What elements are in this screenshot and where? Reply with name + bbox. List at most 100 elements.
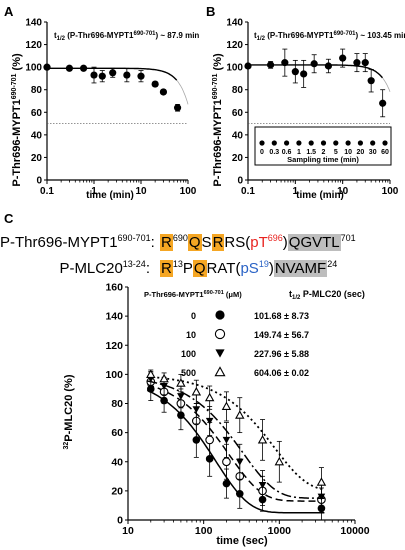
panel-b-x-tick-label: 1 <box>293 186 299 197</box>
inset-dot <box>345 140 351 146</box>
inset-label: 2 <box>322 149 326 156</box>
legend-header-thalf: t1/2 P-MLC20 (sec) <box>289 289 365 301</box>
panel-c-data-point-100 <box>222 436 231 444</box>
sequence-label-mypt1: P-Thr696-MYPT1690-701: <box>0 233 155 251</box>
panel-a-x-tick-label: 1 <box>91 186 97 197</box>
panel-b-xlabel: time (min) <box>296 190 344 201</box>
legend-marker-100 <box>215 349 225 358</box>
panel-c-x-tick-label: 1000 <box>268 525 292 537</box>
panel-b-data-point <box>339 54 347 62</box>
inset-dot <box>370 140 376 146</box>
panel-a-y-tick-label: 0 <box>36 176 42 187</box>
panel-a-y-tick-label: 40 <box>31 130 43 141</box>
panel-a-data-point <box>151 80 159 88</box>
panel-b-x-tick-label: 0.1 <box>241 186 255 197</box>
panel-b-ylabel: P-Thr696-MYPT1690-701 (%) <box>212 53 224 187</box>
panel-b-data-point <box>379 99 387 107</box>
panel-a-y-tick-label: 60 <box>31 108 43 119</box>
inset-box <box>254 126 392 166</box>
inset-label: 30 <box>369 149 377 156</box>
panel-a-data-point <box>137 72 145 80</box>
inset-label: 1.5 <box>306 149 316 156</box>
panel-c-data-point-10 <box>205 435 215 445</box>
panel-b-y-tick-label: 100 <box>226 63 243 74</box>
panel-c-data-point-100 <box>177 393 185 401</box>
inset-label: 10 <box>344 149 352 156</box>
panel-c-data-point-100 <box>258 482 267 489</box>
inset-label: 0.3 <box>269 149 279 156</box>
panel-a-y-tick-label: 140 <box>25 18 42 29</box>
legend-concentration: 100 <box>181 349 196 359</box>
inset-dot <box>259 140 265 146</box>
panel-c-data-point-100 <box>192 406 201 414</box>
panel-a-x-tick-label: 0.1 <box>40 186 54 197</box>
sequence-residues-mypt1: R690QSRRS(pT696)QGVTL701 <box>160 233 356 251</box>
panel-b-data-point <box>300 70 308 78</box>
panel-c-x-tick-label: 10 <box>122 525 134 537</box>
inset-label: 5 <box>334 149 338 156</box>
panel-b-data-point <box>367 77 375 85</box>
panel-a-x-tick-label: 10 <box>135 186 147 197</box>
panel-b-data-point <box>244 62 252 70</box>
panel-c-letter: C <box>4 211 14 226</box>
panel-c-data-point-500 <box>316 477 327 486</box>
panel-b-x-tick-label: 100 <box>382 186 399 197</box>
panel-b-data-point <box>353 59 361 67</box>
panel-c-y-tick-label: 80 <box>111 398 123 410</box>
inset-label: 1 <box>297 149 301 156</box>
panel-c-data-point-0 <box>192 436 201 444</box>
inset-dot <box>382 140 388 146</box>
panel-b-data-point <box>310 60 318 68</box>
panel-b-data-point <box>324 62 333 70</box>
panel-c-data-point-500 <box>159 373 169 383</box>
panel-b-annotation: t1/2 (P-Thr696-MYPT1690-701) ~ 103.45 mi… <box>254 31 405 42</box>
panel-c-ylabel: 32P-MLC20 (%) <box>63 374 75 449</box>
panel-c-xlabel: time (sec) <box>216 535 268 547</box>
inset-label: 20 <box>357 149 365 156</box>
legend-t-half: 149.74 ± 56.7 <box>254 330 309 340</box>
legend-c: 0 101.68 ± 8.73 10 149.74 ± 56.7 100 227.96 ±… <box>181 310 309 378</box>
panel-a-xlabel: time (min) <box>86 190 134 201</box>
panel-c-y-tick-label: 20 <box>111 485 123 497</box>
panel-c-x-tick-label: 100 <box>195 525 213 537</box>
panel-c-data-point-500 <box>146 369 156 378</box>
inset-dot <box>308 140 314 146</box>
panel-c-data-point-500 <box>235 410 245 419</box>
panel-b-data-point <box>281 59 289 67</box>
panel-a-data-point <box>79 64 88 72</box>
panel-a-ylabel: P-Thr696-MYPT1690-701 (%) <box>11 53 23 187</box>
panel-a-fit-extrapolation <box>47 67 189 105</box>
panel-b-y-tick-label: 20 <box>232 153 244 164</box>
panel-a-data-point <box>159 88 168 96</box>
inset-label: 0 <box>260 149 264 156</box>
panel-c-fit-curve-0 <box>146 389 325 514</box>
panel-a-y-tick-label: 80 <box>31 85 43 96</box>
inset-dot <box>357 140 363 146</box>
panel-a-annotation: t1/2 (P-Thr696-MYPT1690-701) ~ 87.9 min <box>54 31 199 42</box>
sequence-label-mlc20: P-MLC2013-24: <box>59 259 150 277</box>
legend-concentration: 0 <box>191 311 196 321</box>
inset-dot <box>333 140 339 146</box>
panel-c-data-point-10 <box>222 457 231 467</box>
inset-dots: 0 0.3 0.6 1 1.5 2 5 10 20 30 60 <box>259 140 389 156</box>
panel-b-letter: B <box>206 4 215 19</box>
panel-c-y-tick-label: 120 <box>105 340 123 352</box>
inset-label: 60 <box>381 149 389 156</box>
panel-a-data-point <box>43 63 51 71</box>
panel-b-y-tick-label: 60 <box>232 108 244 119</box>
panel-c-fit-curve-100 <box>147 380 325 499</box>
panel-c-data-point-500 <box>204 392 215 402</box>
panel-c-y-tick-label: 40 <box>111 456 123 468</box>
panel-a-data-point <box>173 104 182 112</box>
panel-c-data-point-100 <box>235 458 244 466</box>
panel-b-data-point <box>266 61 275 69</box>
panel-a: A P-Thr696-MYPT1690-701 (%) t1/2 (P-Thr6… <box>4 4 199 201</box>
panel-c-y-tick-label: 100 <box>105 369 123 381</box>
legend-marker-10 <box>214 328 226 340</box>
panel-a-data-point <box>90 71 98 79</box>
panel-c-data-point-500 <box>274 456 285 466</box>
panel-c-data-point-500 <box>257 434 268 444</box>
panel-a-y-tick-label: 100 <box>25 63 42 74</box>
inset-dot <box>284 140 290 146</box>
